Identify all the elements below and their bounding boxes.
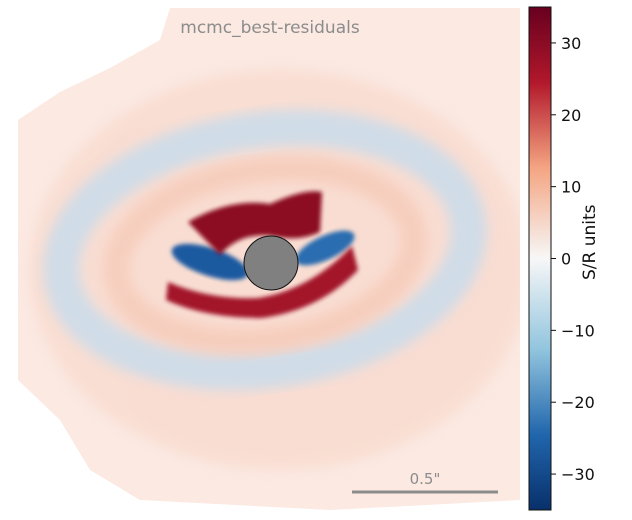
residual-field xyxy=(18,8,520,510)
figure-title: mcmc_best-residuals xyxy=(180,18,360,38)
colorbar-tick-label: −10 xyxy=(561,321,595,340)
colorbar-tick-label: 30 xyxy=(561,34,581,53)
colorbar-tick-label: −20 xyxy=(561,393,595,412)
positive-arc-south xyxy=(166,246,358,318)
colorbar-tick-label: 0 xyxy=(561,250,571,269)
colorbar-label: S/R units xyxy=(580,204,600,280)
coronagraph-mask xyxy=(243,235,299,291)
colorbar-ticks: 30 20 10 0 −10 −20 −30 xyxy=(551,34,595,484)
negative-lobe-west xyxy=(171,243,249,281)
outer-negative-ring xyxy=(43,109,487,391)
colorbar xyxy=(528,6,552,511)
inner-positive-band xyxy=(102,155,428,355)
colorbar-tick-label: 20 xyxy=(561,106,581,125)
colorbar-tick-label: −30 xyxy=(561,465,595,484)
negative-lobe-east xyxy=(295,230,355,266)
scale-bar-label: 0.5" xyxy=(409,470,441,488)
colorbar-tick-label: 10 xyxy=(561,178,581,197)
positive-arc-north xyxy=(188,191,322,255)
